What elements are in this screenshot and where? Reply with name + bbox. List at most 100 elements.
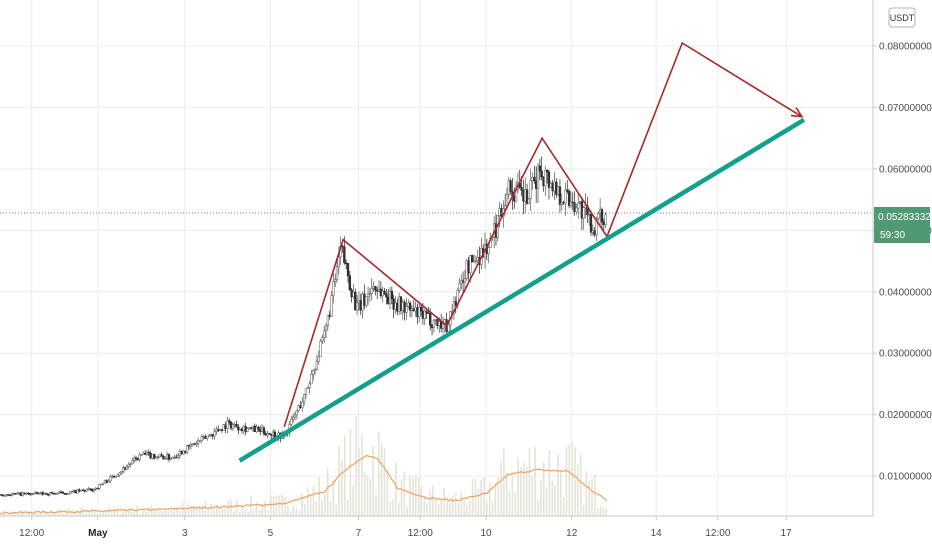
volume-bar [406,507,409,516]
candle-body [345,262,348,264]
drawing-annotations[interactable] [238,41,806,463]
volume-bar [551,481,554,516]
volume-bar [184,508,187,516]
volume-bar [437,504,440,516]
candle-body [429,313,432,326]
candle-body [237,426,240,431]
candle-body [16,493,19,495]
volume-bar [403,471,406,516]
y-tick-label: 0.06000000 [879,164,932,175]
volume-bar [375,493,377,516]
volume-bar [261,504,264,516]
candle-body [549,183,552,188]
candle-body [467,260,470,274]
volume-bar [247,511,249,516]
candle-body [206,435,209,439]
candle-body [125,466,129,470]
volume-bar [434,499,437,516]
volume-bar [142,510,144,516]
candle-body [169,458,172,460]
candle-body [111,476,114,478]
candle-body [54,493,57,495]
candle-body [41,492,44,495]
volume-bar [8,513,11,516]
candle-body [246,428,249,432]
candle-body [556,186,560,195]
candle-body [72,490,76,492]
volume-bar [48,514,50,516]
volume-bar [360,435,363,516]
candle-body [239,428,242,431]
candle-body [92,489,96,492]
support-trendline[interactable] [238,117,806,463]
candle-body [399,296,403,311]
volume-bar [341,459,343,516]
candle-body [328,314,331,317]
candle-body [244,426,247,432]
volume-bar [420,485,423,516]
candle-body [589,214,593,233]
volume-bar [511,473,514,516]
volume-bar [119,513,121,516]
candle-body [222,424,225,431]
volume-bar [204,500,207,516]
candle-body [366,293,370,298]
candle-body [103,480,107,484]
candle-body [25,492,28,495]
volume-bar [491,501,494,516]
candle-body [229,422,233,429]
volume-bar [605,508,608,516]
candle-body [350,289,353,298]
projected-path-line[interactable] [283,41,803,428]
candle-body [94,487,97,490]
currency-badge-label: USDT [890,13,915,23]
time-axis[interactable]: 12:00 May 3 5 7 12:00 10 12 14 12:00 17 [19,516,792,539]
candle-body [176,455,180,458]
candle-body [436,319,439,326]
volume-bar [233,511,235,516]
volume-bar [156,512,158,516]
volume-bar [486,501,488,516]
candle-body [564,189,567,204]
volume-bar [76,510,79,516]
volume-bar [19,510,22,516]
candle-body [332,281,335,296]
candle-body [562,202,565,204]
candle-body [388,290,392,304]
volume-bar [346,500,349,516]
candle-body [317,356,320,362]
volume-bar [116,506,119,516]
candle-body [361,293,364,311]
currency-badge[interactable]: USDT [888,7,916,28]
volume-bar [440,500,443,516]
volume-bar [531,476,534,516]
x-tick-label: 12:00 [408,528,433,539]
candle-body [120,471,123,474]
volume-bar [88,512,90,516]
volume-bar [252,508,255,516]
candle-body [89,488,92,490]
candle-body [292,416,295,420]
candle-body [107,480,110,483]
candle-body [235,424,238,428]
volume-bar [162,510,164,516]
volume-bar [349,429,352,516]
candle-body [567,191,571,206]
candle-body [507,180,510,195]
volume-bar [412,477,414,516]
volume-bar [471,479,474,516]
x-tick-label: 14 [651,528,663,539]
candle-body [566,189,569,192]
candle-body [600,209,604,223]
x-tick-label: 12 [566,528,578,539]
volume-bar [238,511,241,516]
volume-bar [505,472,508,516]
price-axis[interactable]: 0.01000000 0.02000000 0.03000000 0.04000000… [873,42,932,483]
y-tick-label: 0.02000000 [879,410,932,421]
candle-body [149,452,152,459]
candle-body [560,202,563,205]
volume-bar [488,482,491,516]
candle-body [112,476,116,478]
y-tick-label: 0.08000000 [879,42,932,53]
